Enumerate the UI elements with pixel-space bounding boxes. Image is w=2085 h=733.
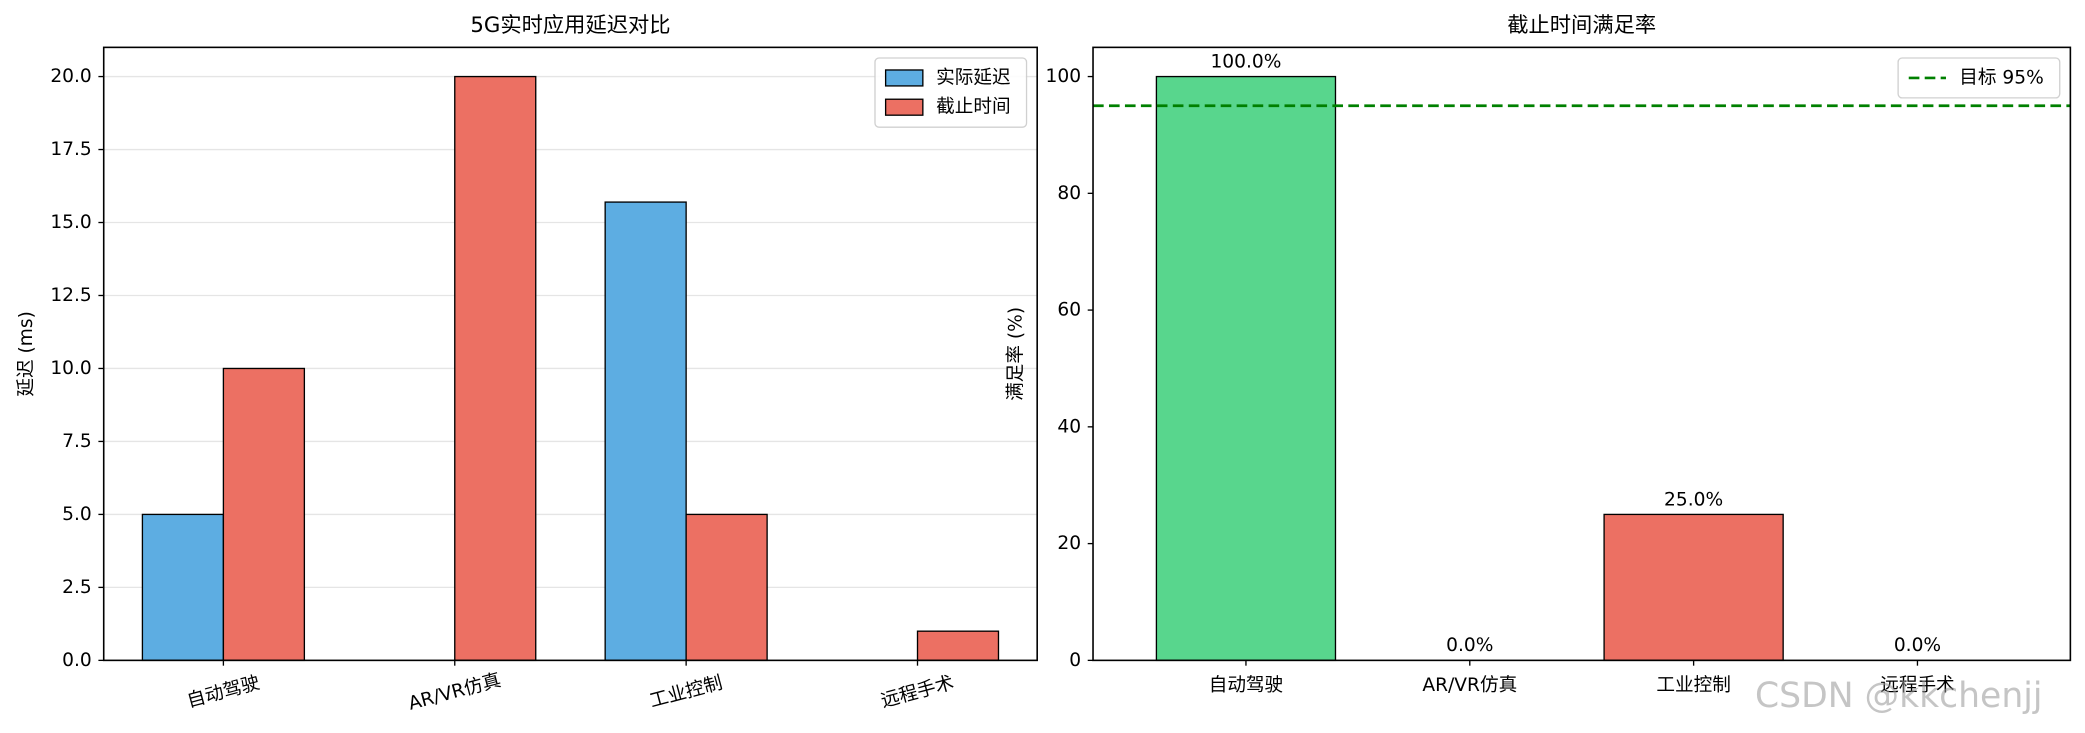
y-tick-label: 100 <box>1046 66 1082 87</box>
legend-label: 目标 95% <box>1959 67 2044 88</box>
y-tick-label: 20.0 <box>50 66 91 87</box>
value-label: 100.0% <box>1210 51 1281 72</box>
plot-frame <box>1092 46 2072 662</box>
y-tick-label: 0 <box>1069 650 1081 671</box>
x-tick-label: 远程手术 <box>1880 675 1954 696</box>
y-axis-label: 延迟 (ms) <box>16 311 37 396</box>
y-tick-label: 15.0 <box>50 212 91 233</box>
y-tick-label: 80 <box>1057 183 1081 204</box>
x-tick-label: 自动驾驶 <box>185 673 262 713</box>
legend-label: 实际延迟 <box>936 67 1010 88</box>
y-axis-label: 满足率 (%) <box>1005 307 1026 401</box>
watermark: CSDN @kkchenjj <box>1755 676 2042 716</box>
legend-label: 截止时间 <box>936 97 1010 118</box>
y-tick-label: 17.5 <box>50 139 91 160</box>
x-tick-label: AR/VR仿真 <box>1422 675 1517 696</box>
x-tick-label: AR/VR仿真 <box>406 670 503 715</box>
plot-frame <box>102 46 1038 662</box>
legend-swatch <box>884 69 924 87</box>
bar <box>685 513 768 662</box>
bar <box>1155 75 1337 662</box>
bar <box>1603 513 1784 662</box>
y-tick-label: 60 <box>1057 300 1081 321</box>
chart-title: 5G实时应用延迟对比 <box>470 13 670 38</box>
bar <box>916 630 1000 662</box>
y-tick-label: 10.0 <box>50 358 91 379</box>
value-label: 25.0% <box>1664 489 1723 510</box>
bar <box>454 75 537 662</box>
x-tick-label: 工业控制 <box>647 673 724 713</box>
x-tick-label: 工业控制 <box>1656 675 1730 696</box>
legend: 目标 95% <box>1897 57 2061 99</box>
chart-title: 截止时间满足率 <box>1507 13 1656 38</box>
y-tick-label: 40 <box>1057 416 1081 437</box>
y-tick-label: 20 <box>1057 533 1081 554</box>
legend-swatch <box>884 98 924 116</box>
y-tick-label: 0.0 <box>62 650 92 671</box>
y-tick-label: 2.5 <box>62 577 92 598</box>
value-label: 0.0% <box>1894 635 1941 656</box>
bar <box>141 513 225 662</box>
y-tick-label: 12.5 <box>50 285 91 306</box>
bar <box>604 201 687 662</box>
bar <box>222 367 306 662</box>
x-tick-label: 远程手术 <box>879 673 956 713</box>
x-tick-label: 自动驾驶 <box>1209 675 1283 696</box>
value-label: 0.0% <box>1446 635 1493 656</box>
y-tick-label: 5.0 <box>62 504 92 525</box>
legend-box <box>1897 57 2061 99</box>
y-tick-label: 7.5 <box>62 431 92 452</box>
